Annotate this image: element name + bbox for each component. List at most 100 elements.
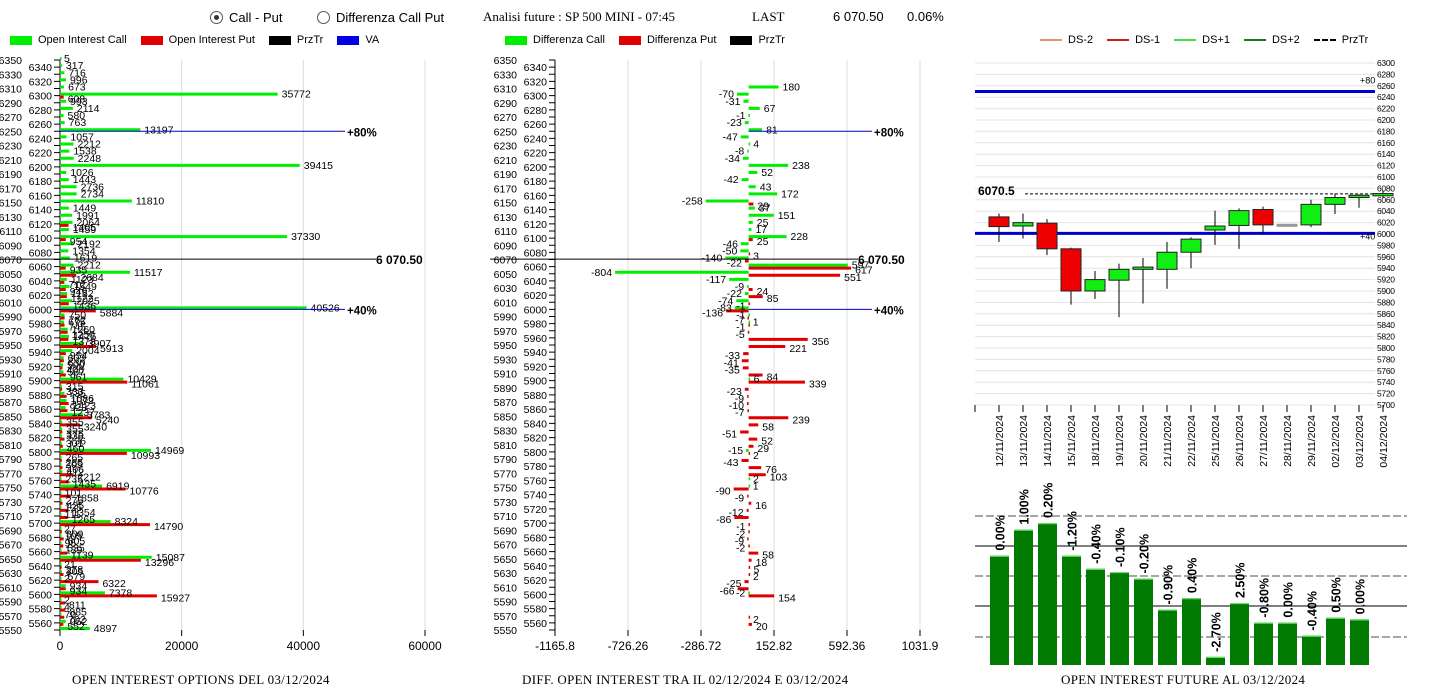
put-value-label: 702 (68, 614, 86, 626)
call-bar (60, 598, 62, 602)
put-bar (733, 487, 749, 491)
call-value-label: 2025 (76, 295, 100, 307)
call-value-label: 67 (764, 103, 776, 115)
call-value-label: -258 (682, 196, 703, 208)
call-value-label: 1260 (72, 324, 96, 336)
call-value-label: 580 (68, 110, 86, 122)
call-value-label: -804 (591, 267, 612, 279)
put-bar (748, 466, 762, 470)
call-bar (736, 92, 749, 96)
radio-label: Differenza Call Put (336, 10, 445, 25)
y-tick-label: 5980 (1377, 240, 1395, 250)
legend-line (1107, 39, 1130, 41)
y-tick-label: 6300 (524, 91, 548, 103)
call-value-label: 3783 (87, 409, 111, 421)
call-bar (60, 391, 65, 395)
call-value-label: -2 (736, 587, 745, 599)
y-tick-label: 5870 (494, 397, 518, 409)
put-bar (60, 473, 74, 477)
y-tick-label: 6340 (524, 62, 548, 74)
y-tick-label: 6330 (0, 69, 22, 81)
put-bar (747, 537, 749, 541)
call-bar (60, 327, 68, 331)
call-value-label: 37 (759, 203, 771, 215)
put-bar (60, 394, 67, 398)
call-bar (60, 242, 74, 246)
call-bar (748, 206, 755, 210)
x-tick-label: -1165.8 (535, 639, 575, 653)
call-bar (60, 342, 84, 345)
y-tick-label: 6030 (0, 283, 22, 295)
x-tick-label: -286.72 (681, 639, 722, 653)
call-bar (60, 541, 62, 545)
y-tick-label: 6180 (29, 176, 53, 188)
put-value-label: 103 (770, 471, 788, 483)
call-value-label: -47 (723, 131, 738, 143)
put-value-label: -9 (735, 393, 744, 405)
call-value-label: 235 (65, 473, 83, 485)
y-tick-label: 5960 (29, 333, 53, 345)
y-tick-label: 5800 (29, 447, 53, 459)
call-bar (748, 477, 751, 481)
put-value-label: 375 (66, 429, 84, 441)
y-tick-label: 6230 (0, 141, 22, 153)
call-bar (748, 235, 787, 239)
call-value-label: 2734 (81, 188, 105, 200)
candle-down (1036, 222, 1058, 250)
call-value-label: 1449 (73, 203, 97, 215)
put-value-label: 278 (66, 564, 84, 576)
call-value-label: 10429 (127, 374, 156, 386)
va-label: +80 (1360, 76, 1375, 86)
call-value-label: 238 (792, 160, 810, 172)
y-tick-label: 5640 (29, 561, 53, 573)
call-value-label: 336 (66, 431, 84, 443)
call-value-label: 11517 (134, 267, 163, 279)
y-tick-label: 5860 (1377, 309, 1395, 319)
put-bar (726, 309, 749, 313)
put-bar (748, 202, 754, 206)
put-bar (60, 451, 127, 455)
radio-call-put[interactable]: Call - Put (210, 10, 282, 25)
y-tick-label: 5760 (1377, 366, 1395, 376)
legend-item-diff-call: Differenza Call (505, 34, 605, 46)
call-value-label: -15 (728, 445, 743, 457)
y-tick-label: 6170 (0, 183, 22, 195)
put-value-label: 3 (753, 250, 759, 262)
y-tick-label: 5830 (0, 426, 22, 438)
y-tick-label: 5600 (524, 589, 548, 601)
call-bar (748, 171, 758, 174)
call-bar (60, 441, 62, 445)
put-value-label: 1265 (72, 514, 96, 526)
future-oi-bar-top (1062, 555, 1081, 557)
y-tick-label: 5880 (524, 390, 548, 402)
y-tick-label: 5740 (1377, 377, 1395, 387)
put-value-label: 29 (757, 201, 769, 213)
call-value-label: 315 (66, 381, 84, 393)
put-value-label: -1 (736, 300, 745, 312)
legend-line (1243, 39, 1266, 41)
y-tick-label: 5710 (0, 511, 22, 523)
legend-item-va: VA (337, 34, 379, 46)
legend-item-przTr-dashed: PrzTr (1313, 34, 1368, 46)
y-tick-label: 6140 (524, 205, 548, 217)
put-value-label: -43 (723, 457, 738, 469)
call-bar (60, 114, 64, 117)
call-value-label: 2004 (76, 345, 100, 357)
put-value-label: 762 (69, 315, 87, 327)
put-value-label: -66 (719, 585, 734, 597)
put-bar (60, 323, 65, 327)
call-value-label: 35772 (282, 89, 311, 101)
y-tick-label: 6280 (29, 105, 53, 117)
radio-differenza-call-put[interactable]: Differenza Call Put (317, 10, 444, 25)
y-tick-label: 6170 (494, 183, 518, 195)
y-tick-label: 5660 (29, 547, 53, 559)
y-tick-label: 6320 (524, 76, 548, 88)
call-bar (744, 292, 749, 296)
y-tick-label: 5580 (524, 604, 548, 616)
y-tick-label: 5940 (1377, 263, 1395, 273)
chart-title-oi: OPEN INTEREST OPTIONS DEL 03/12/2024 (72, 672, 330, 687)
y-tick-label: 5890 (494, 383, 518, 395)
x-tick-label: 26/11/2024 (1234, 415, 1246, 467)
call-value-label: 70 (64, 609, 76, 621)
